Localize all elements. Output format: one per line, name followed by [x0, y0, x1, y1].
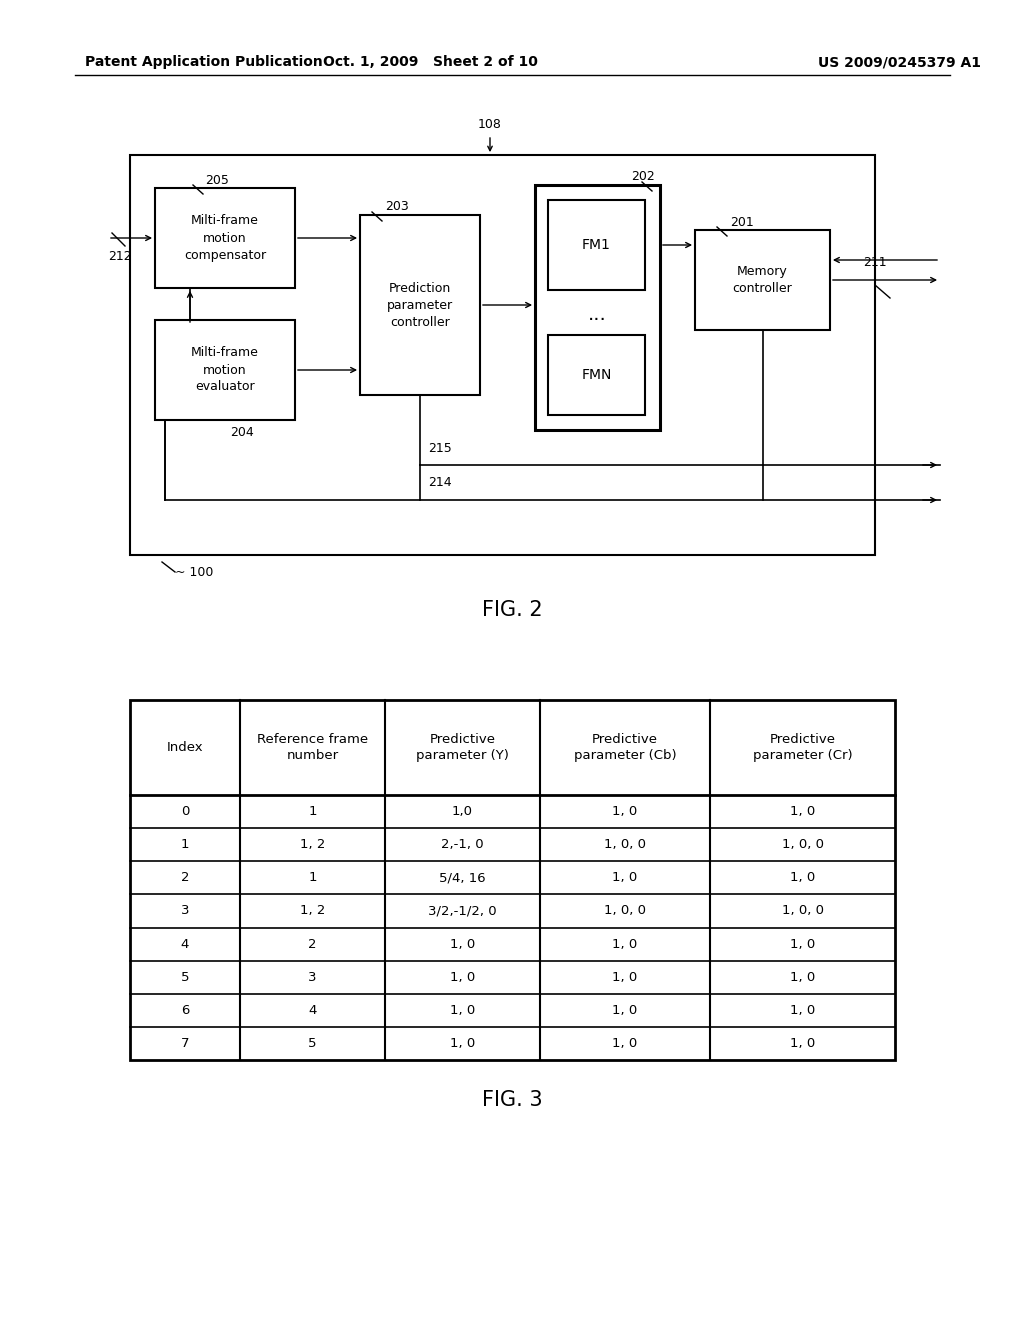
- Text: Oct. 1, 2009   Sheet 2 of 10: Oct. 1, 2009 Sheet 2 of 10: [323, 55, 538, 69]
- Text: FIG. 2: FIG. 2: [481, 601, 543, 620]
- Text: 215: 215: [428, 441, 452, 454]
- Text: Index: Index: [167, 741, 204, 754]
- Text: 1, 0: 1, 0: [612, 1003, 638, 1016]
- Bar: [695, 230, 830, 330]
- Text: 4: 4: [308, 1003, 316, 1016]
- Text: 3: 3: [181, 904, 189, 917]
- Bar: [360, 215, 480, 395]
- Text: Reference frame
number: Reference frame number: [257, 733, 368, 762]
- Text: FMN: FMN: [582, 368, 611, 381]
- Text: 1, 0: 1, 0: [790, 805, 815, 818]
- Text: FM1: FM1: [582, 238, 611, 252]
- Text: ...: ...: [588, 305, 607, 325]
- Text: 1: 1: [308, 871, 316, 884]
- Text: 1, 0: 1, 0: [612, 970, 638, 983]
- Bar: [155, 319, 295, 420]
- Text: Predictive
parameter (Y): Predictive parameter (Y): [416, 733, 509, 762]
- Text: 4: 4: [181, 937, 189, 950]
- Text: 1, 0: 1, 0: [790, 1003, 815, 1016]
- Text: US 2009/0245379 A1: US 2009/0245379 A1: [818, 55, 981, 69]
- Text: 1, 0, 0: 1, 0, 0: [604, 904, 646, 917]
- Text: 1, 0: 1, 0: [790, 1038, 815, 1049]
- Bar: [535, 185, 660, 430]
- Text: 1: 1: [181, 838, 189, 851]
- Text: 2: 2: [181, 871, 189, 884]
- Text: Prediction
parameter
controller: Prediction parameter controller: [387, 281, 453, 329]
- Text: 1, 0: 1, 0: [790, 871, 815, 884]
- Text: 205: 205: [205, 173, 229, 186]
- Text: Patent Application Publication: Patent Application Publication: [85, 55, 323, 69]
- Bar: [155, 187, 295, 288]
- Text: 1, 0: 1, 0: [450, 1038, 475, 1049]
- Text: 0: 0: [181, 805, 189, 818]
- Bar: [130, 700, 895, 1060]
- Text: 1, 0, 0: 1, 0, 0: [781, 904, 823, 917]
- Text: 1, 0: 1, 0: [612, 805, 638, 818]
- Text: 7: 7: [181, 1038, 189, 1049]
- Text: 6: 6: [181, 1003, 189, 1016]
- Text: FIG. 3: FIG. 3: [481, 1090, 543, 1110]
- Bar: [130, 154, 874, 554]
- Text: Milti-frame
motion
compensator: Milti-frame motion compensator: [184, 214, 266, 261]
- Text: Memory
controller: Memory controller: [732, 265, 793, 294]
- Text: 1, 0, 0: 1, 0, 0: [604, 838, 646, 851]
- Text: 1: 1: [308, 805, 316, 818]
- Text: 1, 0: 1, 0: [612, 1038, 638, 1049]
- Text: 3/2,-1/2, 0: 3/2,-1/2, 0: [428, 904, 497, 917]
- Text: 5: 5: [308, 1038, 316, 1049]
- Text: Milti-frame
motion
evaluator: Milti-frame motion evaluator: [191, 346, 259, 393]
- Text: 5: 5: [181, 970, 189, 983]
- Bar: [548, 335, 645, 414]
- Text: 204: 204: [230, 425, 254, 438]
- Text: 1, 2: 1, 2: [300, 904, 326, 917]
- Text: Predictive
parameter (Cb): Predictive parameter (Cb): [573, 733, 676, 762]
- Text: 201: 201: [730, 215, 754, 228]
- Text: 108: 108: [478, 119, 502, 132]
- Bar: [548, 201, 645, 290]
- Text: 2,-1, 0: 2,-1, 0: [441, 838, 483, 851]
- Text: 1, 0, 0: 1, 0, 0: [781, 838, 823, 851]
- Text: 202: 202: [631, 170, 655, 183]
- Text: 214: 214: [428, 477, 452, 490]
- Text: Predictive
parameter (Cr): Predictive parameter (Cr): [753, 733, 852, 762]
- Text: 212: 212: [109, 249, 132, 263]
- Text: 1, 0: 1, 0: [612, 871, 638, 884]
- Text: 1, 2: 1, 2: [300, 838, 326, 851]
- Text: 2: 2: [308, 937, 316, 950]
- Text: 1, 0: 1, 0: [790, 970, 815, 983]
- Text: 1, 0: 1, 0: [450, 937, 475, 950]
- Text: 5/4, 16: 5/4, 16: [439, 871, 485, 884]
- Text: 1, 0: 1, 0: [450, 970, 475, 983]
- Text: 1, 0: 1, 0: [612, 937, 638, 950]
- Text: 3: 3: [308, 970, 316, 983]
- Text: 203: 203: [385, 201, 409, 214]
- Text: 1,0: 1,0: [452, 805, 473, 818]
- Text: 1, 0: 1, 0: [450, 1003, 475, 1016]
- Text: 211: 211: [863, 256, 887, 268]
- Text: 1, 0: 1, 0: [790, 937, 815, 950]
- Text: ~ 100: ~ 100: [175, 565, 213, 578]
